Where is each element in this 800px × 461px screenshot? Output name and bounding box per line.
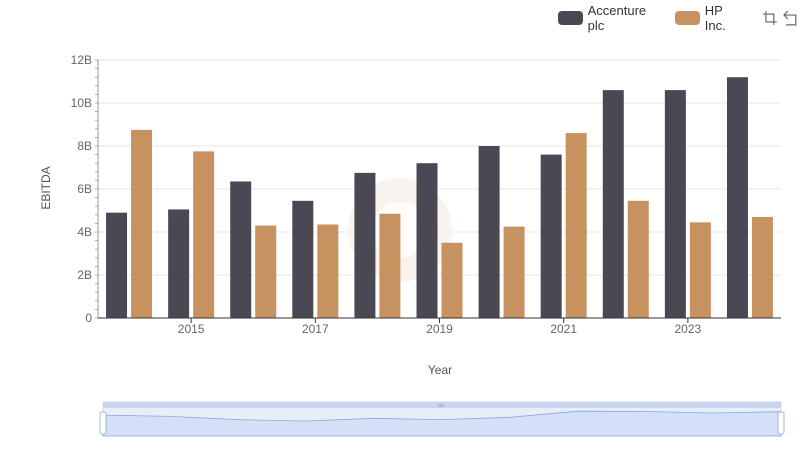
data-zoom-slider[interactable] [99,401,785,437]
data-zoom-grip-icon[interactable] [438,404,444,407]
legend-swatch-accenture [558,11,583,25]
bar-accenture-2022[interactable] [602,90,624,318]
y-tick-label: 10B [71,96,92,110]
data-zoom-top-bar[interactable] [103,402,781,408]
y-tick-label: 8B [77,139,92,153]
x-tick-label: 2019 [426,322,453,336]
legend-label-hp: HP Inc. [704,3,726,33]
bar-hp-2018[interactable] [379,213,401,318]
bar-accenture-2014[interactable] [106,212,128,318]
bar-accenture-2019[interactable] [416,163,438,318]
bar-hp-2019[interactable] [441,242,463,318]
bar-hp-2015[interactable] [193,151,215,318]
legend-swatch-hp [675,11,700,25]
bar-accenture-2017[interactable] [292,200,314,318]
data-zoom-handle-left[interactable] [99,411,107,435]
bar-hp-2014[interactable] [131,129,153,318]
legend-item-accenture[interactable]: Accenture plc [558,3,665,33]
y-tick-label: 12B [71,53,92,67]
y-axis-title: EBITDA [39,166,53,209]
y-tick-label: 0 [85,311,92,325]
y-tick-label: 4B [77,225,92,239]
bar-accenture-2016[interactable] [230,181,252,318]
legend-label-accenture: Accenture plc [587,3,647,33]
bar-accenture-2020[interactable] [478,146,500,318]
legend: Accenture plc HP Inc. [558,3,800,33]
y-tick-label: 6B [77,182,92,196]
bar-hp-2024[interactable] [751,216,773,318]
bar-accenture-2015[interactable] [168,209,190,318]
bars [106,77,773,318]
restore-icon[interactable] [782,9,800,27]
y-tick-label: 2B [77,268,92,282]
bar-hp-2016[interactable] [255,225,277,318]
zoom-icon[interactable] [761,9,779,27]
bar-hp-2020[interactable] [503,226,525,318]
legend-item-hp[interactable]: HP Inc. [675,3,746,33]
x-tick-label: 2015 [178,322,205,336]
bar-hp-2023[interactable] [689,222,711,318]
bar-hp-2021[interactable] [565,133,587,318]
x-tick-label: 2021 [550,322,577,336]
bar-accenture-2023[interactable] [664,90,686,318]
bar-accenture-2018[interactable] [354,172,376,318]
bar-hp-2022[interactable] [627,200,649,318]
bar-hp-2017[interactable] [317,224,339,318]
x-axis-title: Year [428,363,452,377]
x-tick-label: 2023 [675,322,702,336]
x-tick-label: 2017 [302,322,329,336]
data-zoom-handle-right[interactable] [777,411,785,435]
bar-accenture-2021[interactable] [540,154,562,318]
bar-accenture-2024[interactable] [726,77,748,318]
axes: 0 2B 4B 6B 8B 10B 12B 2015 2017 2019 2021 2023 [71,53,781,336]
